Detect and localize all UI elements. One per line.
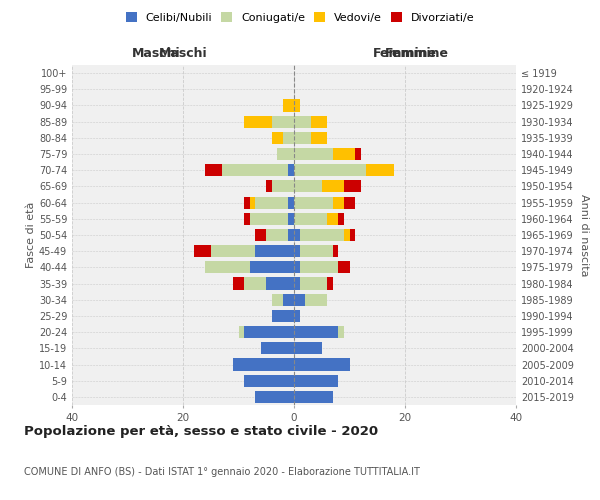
Bar xyxy=(338,262,350,274)
Bar xyxy=(299,245,333,258)
Bar xyxy=(344,180,361,192)
Bar xyxy=(294,358,350,370)
Bar xyxy=(294,326,338,338)
Bar xyxy=(239,326,244,338)
Bar xyxy=(283,294,294,306)
Bar xyxy=(294,294,305,306)
Bar xyxy=(244,116,272,128)
Bar xyxy=(338,326,344,338)
Bar xyxy=(250,262,294,274)
Bar xyxy=(277,148,294,160)
Bar xyxy=(289,212,294,225)
Bar xyxy=(205,164,222,176)
Bar xyxy=(294,278,299,289)
Bar xyxy=(294,196,333,208)
Bar xyxy=(194,245,211,258)
Bar xyxy=(294,262,299,274)
Bar xyxy=(344,196,355,208)
Y-axis label: Fasce di età: Fasce di età xyxy=(26,202,36,268)
Legend: Celibi/Nubili, Coniugati/e, Vedovi/e, Divorziati/e: Celibi/Nubili, Coniugati/e, Vedovi/e, Di… xyxy=(121,8,479,28)
Bar xyxy=(311,116,328,128)
Bar xyxy=(261,342,294,354)
Bar xyxy=(211,245,255,258)
Bar xyxy=(328,212,338,225)
Text: COMUNE DI ANFO (BS) - Dati ISTAT 1° gennaio 2020 - Elaborazione TUTTITALIA.IT: COMUNE DI ANFO (BS) - Dati ISTAT 1° genn… xyxy=(24,467,420,477)
Y-axis label: Anni di nascita: Anni di nascita xyxy=(579,194,589,276)
Bar xyxy=(255,196,289,208)
Bar xyxy=(205,262,250,274)
Bar xyxy=(294,391,333,403)
Bar xyxy=(283,132,294,144)
Bar xyxy=(294,116,311,128)
Bar xyxy=(294,164,366,176)
Bar xyxy=(299,278,328,289)
Bar xyxy=(266,229,289,241)
Bar xyxy=(333,245,338,258)
Bar xyxy=(322,180,344,192)
Bar xyxy=(350,229,355,241)
Bar xyxy=(272,132,283,144)
Bar xyxy=(333,196,344,208)
Bar xyxy=(299,229,344,241)
Bar xyxy=(294,148,333,160)
Bar xyxy=(328,278,333,289)
Bar xyxy=(244,326,294,338)
Bar xyxy=(272,180,294,192)
Bar xyxy=(294,342,322,354)
Bar xyxy=(272,310,294,322)
Bar xyxy=(294,212,328,225)
Bar xyxy=(338,212,344,225)
Bar xyxy=(366,164,394,176)
Bar xyxy=(294,374,338,387)
Bar xyxy=(233,358,294,370)
Bar xyxy=(294,310,299,322)
Bar xyxy=(311,132,328,144)
Bar xyxy=(255,229,266,241)
Bar xyxy=(289,196,294,208)
Text: Popolazione per età, sesso e stato civile - 2020: Popolazione per età, sesso e stato civil… xyxy=(24,425,378,438)
Bar xyxy=(294,132,311,144)
Text: Femmine: Femmine xyxy=(385,47,449,60)
Bar xyxy=(289,164,294,176)
Bar xyxy=(244,374,294,387)
Bar xyxy=(272,294,283,306)
Bar xyxy=(294,180,322,192)
Bar xyxy=(255,391,294,403)
Bar xyxy=(266,180,272,192)
Text: Maschi: Maschi xyxy=(131,47,181,60)
Bar xyxy=(305,294,328,306)
Text: Femmine: Femmine xyxy=(373,47,437,60)
Bar xyxy=(294,100,299,112)
Bar xyxy=(250,212,289,225)
Bar xyxy=(233,278,244,289)
Bar xyxy=(244,278,266,289)
Bar xyxy=(355,148,361,160)
Bar xyxy=(294,229,299,241)
Bar xyxy=(272,116,294,128)
Bar xyxy=(266,278,294,289)
Bar xyxy=(244,196,250,208)
Bar xyxy=(299,262,338,274)
Bar xyxy=(294,245,299,258)
Bar xyxy=(244,212,250,225)
Bar xyxy=(250,196,255,208)
Bar xyxy=(333,148,355,160)
Bar xyxy=(344,229,350,241)
Bar xyxy=(255,245,294,258)
Bar xyxy=(222,164,289,176)
Text: Maschi: Maschi xyxy=(158,47,208,60)
Bar xyxy=(289,229,294,241)
Bar xyxy=(283,100,294,112)
